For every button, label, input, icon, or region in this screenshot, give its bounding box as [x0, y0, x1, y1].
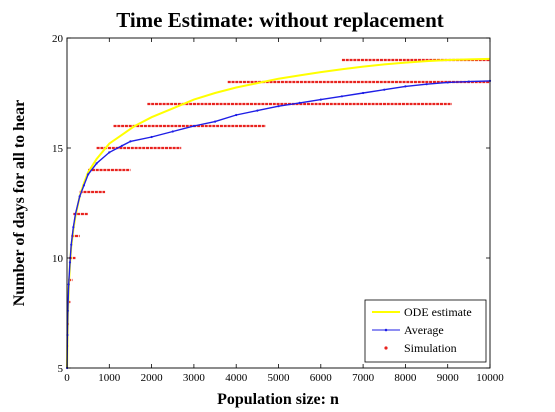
legend-average-marker — [384, 328, 388, 332]
average-point — [87, 173, 90, 176]
chart-title: Time Estimate: without replacement — [116, 8, 444, 32]
average-point — [67, 283, 70, 286]
average-point — [68, 261, 72, 264]
x-tick-label: 9000 — [437, 372, 460, 384]
x-tick-label: 10000 — [476, 372, 504, 384]
average-line — [66, 80, 491, 369]
average-point — [383, 88, 386, 91]
average-point — [70, 243, 73, 246]
x-tick-label: 6000 — [310, 372, 333, 384]
average-point — [108, 151, 111, 154]
y-tick-label: 5 — [58, 363, 64, 375]
axes-layer: 0 1000 2000 3000 4000 5000 6000 7000 8000 9000 100… — [52, 33, 504, 384]
x-tick-label: 1000 — [98, 372, 121, 384]
average-point — [120, 144, 124, 147]
x-axis-title: Population size: n — [217, 391, 339, 408]
x-tick-label: 5000 — [268, 372, 291, 384]
average-point — [340, 95, 344, 98]
x-tick-label: 7000 — [352, 372, 375, 384]
average-point — [446, 81, 449, 84]
average-point — [82, 184, 86, 187]
average-point — [192, 124, 195, 128]
average-point — [95, 162, 98, 165]
y-tick-label: 10 — [52, 253, 64, 265]
y-tick-label: 15 — [52, 143, 64, 155]
plot-layer — [65, 57, 492, 370]
average-point — [150, 135, 153, 139]
average-point — [319, 98, 322, 101]
legend-simulation-marker — [384, 346, 388, 350]
average-point — [72, 226, 75, 229]
average-point — [467, 80, 470, 83]
legend-simulation-label: Simulation — [404, 341, 457, 355]
x-tick-label: 4000 — [225, 372, 248, 384]
average-point — [277, 105, 280, 108]
y-axis-title: Number of days for all to hear — [11, 100, 28, 307]
x-tick-label: 8000 — [394, 372, 417, 384]
average-point — [256, 109, 259, 112]
average-point — [425, 83, 428, 86]
y-tick-label: 20 — [52, 33, 64, 45]
average-point — [404, 85, 407, 88]
x-tick-label: 3000 — [183, 372, 206, 384]
legend-ode-label: ODE estimate — [404, 305, 472, 319]
legend-average-label: Average — [404, 323, 444, 337]
x-tick-label: 0 — [64, 372, 70, 384]
average-point — [74, 212, 77, 216]
average-point — [235, 113, 238, 117]
average-point — [362, 91, 365, 95]
average-point — [298, 101, 301, 104]
legend: ODE estimate Average Simulation — [364, 299, 487, 363]
x-tick-label: 2000 — [141, 372, 164, 384]
legend-box — [364, 299, 487, 363]
average-point — [129, 140, 132, 143]
average-point — [171, 130, 174, 133]
average-point — [78, 195, 81, 198]
average-point — [213, 120, 217, 123]
